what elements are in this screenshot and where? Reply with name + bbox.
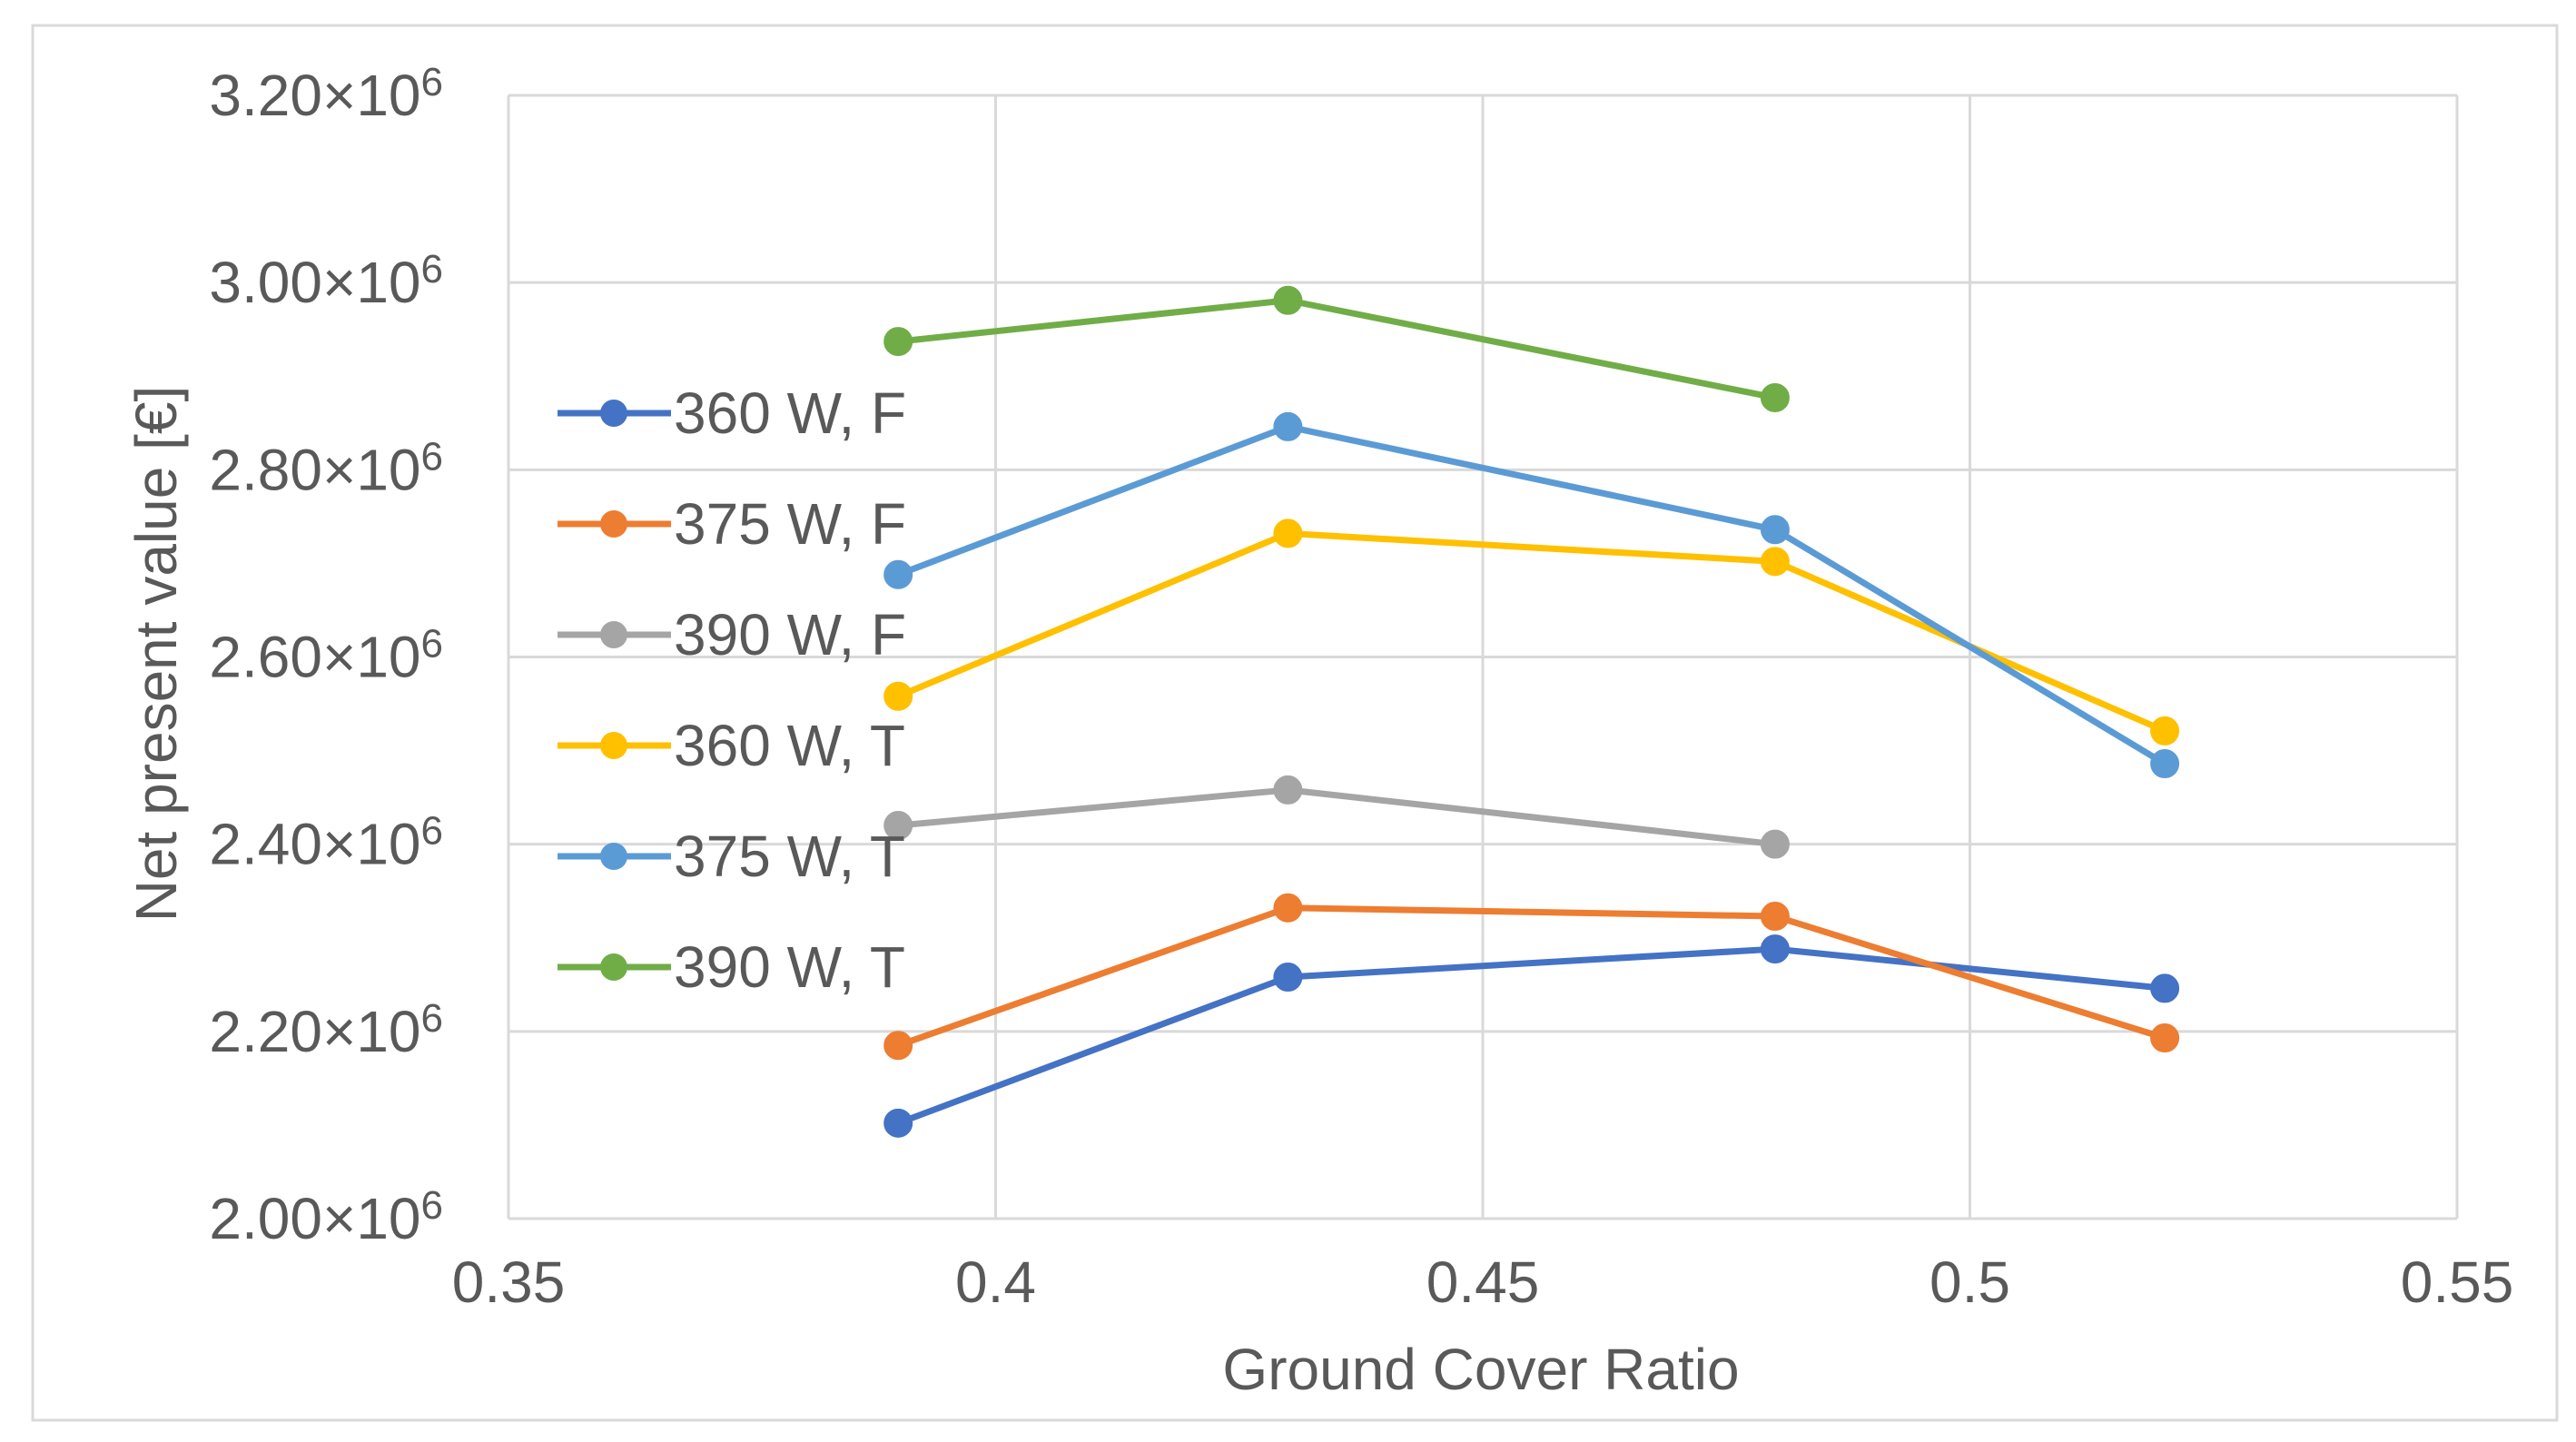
data-point [2150, 716, 2180, 746]
data-point [2150, 1023, 2180, 1053]
legend-marker [600, 732, 627, 759]
data-point [1760, 515, 1790, 545]
data-point [1273, 285, 1303, 315]
series-line [894, 423, 2168, 767]
data-point [2150, 973, 2180, 1003]
series-group [883, 285, 2180, 1138]
series-line [894, 945, 2168, 1127]
y-tick-label: 3.00×106 [209, 247, 443, 315]
data-point [883, 1031, 913, 1061]
data-point [883, 559, 913, 589]
series-390-w-t [883, 285, 1790, 412]
data-point [883, 1108, 913, 1138]
legend-label: 360 W, T [674, 713, 905, 778]
y-tick-label: 3.20×106 [209, 60, 443, 128]
legend-item: 360 W, T [558, 713, 905, 778]
legend-marker [600, 621, 627, 648]
data-point [1273, 963, 1303, 993]
legend-label: 375 W, F [674, 491, 906, 557]
axes: 2.00×106 2.20×106 2.40×106 2.60×106 2.80×106… [209, 60, 2513, 1315]
data-point [883, 327, 913, 357]
x-tick-label: 0.55 [2401, 1249, 2514, 1315]
legend-label: 390 W, T [674, 934, 905, 1000]
y-tick-label: 2.60×106 [209, 622, 443, 690]
data-point [1273, 519, 1303, 548]
data-point [1273, 775, 1303, 805]
data-point [1760, 902, 1790, 932]
y-tick-label: 2.00×106 [209, 1183, 443, 1251]
y-tick-label: 2.20×106 [209, 996, 443, 1064]
legend-label: 390 W, F [674, 602, 906, 667]
x-tick-label: 0.35 [452, 1249, 566, 1315]
legend-marker [600, 400, 627, 427]
legend-item: 375 W, T [558, 824, 905, 889]
series-line [894, 904, 2168, 1049]
legend-item: 375 W, F [558, 491, 906, 557]
data-point [1760, 382, 1790, 412]
x-axis-title: Ground Cover Ratio [1222, 1337, 1739, 1402]
data-point [883, 681, 913, 711]
series-375-w-t [883, 411, 2180, 779]
legend-marker [600, 843, 627, 870]
legend-item: 360 W, F [558, 380, 906, 446]
series-360-w-f [883, 934, 2180, 1138]
x-tick-label: 0.4 [955, 1249, 1036, 1315]
data-point [1273, 411, 1303, 441]
legend-item: 390 W, F [558, 602, 906, 667]
x-tick-label: 0.45 [1426, 1249, 1540, 1315]
data-point [1273, 893, 1303, 923]
y-axis-title: Net present value [€] [123, 386, 189, 923]
legend-item: 390 W, T [558, 934, 905, 1000]
chart-frame [31, 24, 2559, 1422]
series-390-w-f [883, 775, 1790, 859]
legend-marker [600, 953, 627, 981]
data-point [1760, 829, 1790, 859]
y-tick-label: 2.80×106 [209, 434, 443, 502]
data-point [883, 811, 913, 841]
data-point [1760, 547, 1790, 577]
series-375-w-f [883, 893, 2180, 1061]
legend: 360 W, F 375 W, F 390 W, F 360 W, T 375 W, T… [558, 380, 906, 1000]
legend-marker [600, 510, 627, 538]
data-point [1760, 934, 1790, 964]
y-tick-label: 2.40×106 [209, 809, 443, 877]
legend-label: 375 W, T [674, 824, 905, 889]
legend-label: 360 W, F [674, 380, 906, 446]
data-point [2150, 749, 2180, 779]
x-tick-label: 0.5 [1930, 1249, 2010, 1315]
